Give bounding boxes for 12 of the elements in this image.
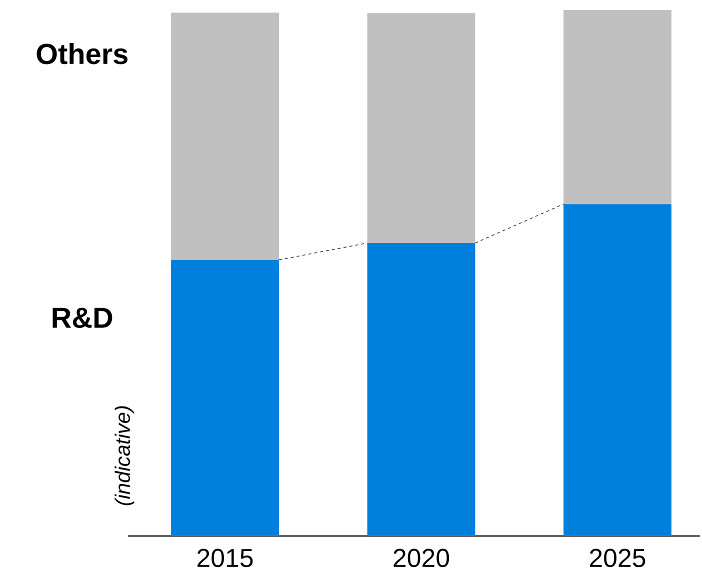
x-tick-label: 2020 xyxy=(394,548,450,568)
bar xyxy=(171,12,279,260)
bar xyxy=(367,13,476,244)
x-tick-label: 2015 xyxy=(197,548,253,568)
x-tick-label: 2025 xyxy=(590,548,646,568)
bar xyxy=(367,243,476,536)
bar xyxy=(563,10,672,204)
annotation: (indicative) xyxy=(114,406,134,506)
text: R&D xyxy=(52,308,112,328)
bar xyxy=(563,204,672,536)
series-label: Others xyxy=(36,42,128,64)
bar xyxy=(171,260,279,536)
